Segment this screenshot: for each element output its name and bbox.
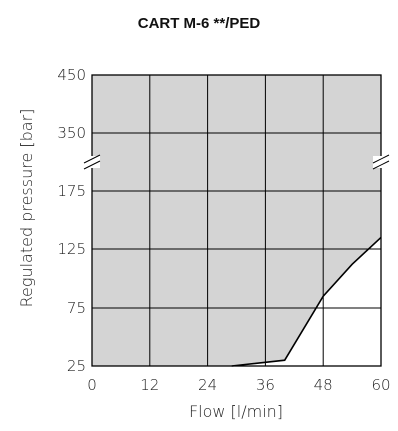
y-tick-label: 75 (67, 299, 86, 317)
pressure-curve (231, 236, 382, 367)
x-axis-label: Flow [l/min] (189, 402, 283, 421)
x-tick-labels: 0 12 24 36 48 60 (87, 376, 390, 394)
y-tick-label: 350 (57, 124, 86, 142)
y-tick-label: 175 (57, 182, 86, 200)
y-axis-label: Regulated pressure [bar] (17, 109, 36, 308)
y-tick-label: 125 (57, 240, 86, 258)
axis-break-mark (372, 154, 390, 164)
x-tick-label: 12 (140, 376, 159, 394)
x-tick-label: 36 (256, 376, 275, 394)
axis-break-gap (373, 156, 389, 168)
operating-region (92, 75, 381, 366)
y-tick-label: 450 (57, 66, 86, 84)
y-tick-labels: 25 75 125 175 350 450 (57, 66, 86, 375)
x-tick-label: 60 (371, 376, 390, 394)
y-tick-label: 25 (67, 357, 86, 375)
axis-break-mark (83, 160, 101, 170)
axis-break-gap (84, 156, 100, 168)
x-tick-label: 24 (198, 376, 217, 394)
plot-area (83, 74, 390, 367)
chart-title: CART M-6 **/PED (137, 15, 261, 32)
x-tick-label: 48 (314, 376, 333, 394)
axis-break-mark (372, 160, 390, 170)
axis-break-mark (83, 154, 101, 164)
x-tick-label: 0 (87, 376, 97, 394)
